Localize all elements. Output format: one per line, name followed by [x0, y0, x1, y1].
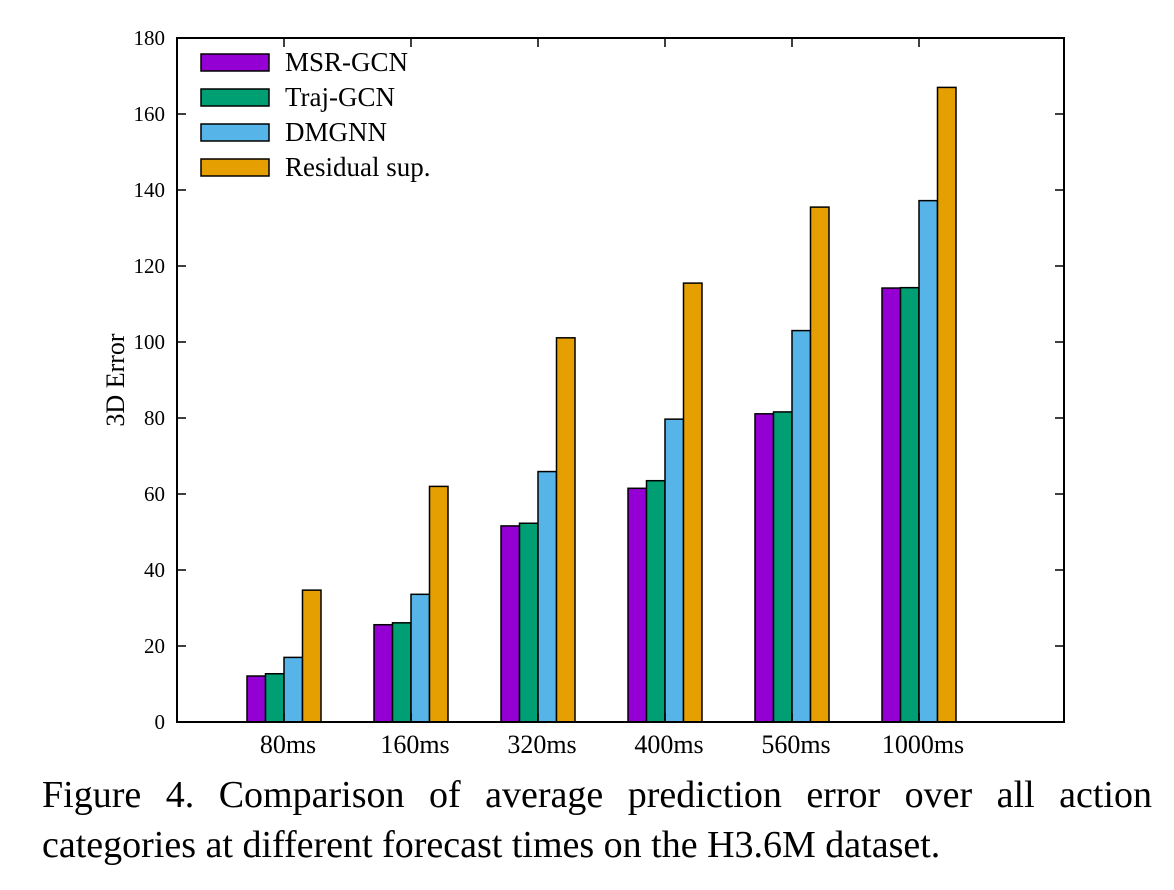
- bar-msr-gcn-80ms: [246, 675, 267, 723]
- bar-traj-gcn-1000ms: [899, 286, 920, 723]
- bar-dmgnn-560ms: [791, 329, 812, 723]
- x-tick-label: 160ms: [380, 730, 449, 759]
- figure-caption: Figure 4. Comparison of average predicti…: [42, 774, 1152, 866]
- bar-residual-sup--160ms: [428, 485, 449, 723]
- legend-swatch: [200, 158, 270, 177]
- legend-swatch: [200, 53, 270, 72]
- y-axis-ticks: 0 20 40 60 80 100 120 140 160 180: [134, 26, 1064, 734]
- bar-dmgnn-160ms: [410, 593, 431, 723]
- bar-msr-gcn-160ms: [373, 623, 394, 723]
- bar-traj-gcn-320ms: [518, 522, 539, 723]
- y-axis-label: 3D Error: [101, 333, 130, 426]
- bar-residual-sup--560ms: [809, 206, 830, 723]
- y-tick-label: 80: [144, 406, 165, 430]
- y-tick-label: 160: [134, 102, 166, 126]
- bar-msr-gcn-320ms: [500, 525, 521, 723]
- bar-msr-gcn-560ms: [754, 413, 775, 723]
- bars-group: [246, 86, 957, 723]
- y-tick-label: 120: [134, 254, 166, 278]
- bar-chart: 0 20 40 60 80 100 120 140 160 180 80ms 160ms 320ms 4…: [101, 26, 1065, 759]
- bar-dmgnn-80ms: [283, 656, 304, 723]
- bar-traj-gcn-80ms: [264, 672, 285, 723]
- legend-swatch: [200, 88, 270, 107]
- y-tick-label: 40: [144, 558, 165, 582]
- legend-label: DMGNN: [285, 117, 387, 147]
- legend-label: Traj-GCN: [285, 82, 395, 112]
- y-tick-label: 100: [134, 330, 166, 354]
- bar-dmgnn-400ms: [664, 418, 685, 723]
- x-tick-label: 1000ms: [882, 730, 964, 759]
- y-tick-label: 60: [144, 482, 165, 506]
- bar-traj-gcn-560ms: [772, 411, 793, 723]
- x-tick-label: 560ms: [761, 730, 830, 759]
- bar-msr-gcn-400ms: [627, 487, 648, 723]
- plot-frame: [176, 37, 1065, 723]
- legend-swatch: [200, 123, 270, 142]
- y-tick-label: 140: [134, 178, 166, 202]
- y-tick-label: 180: [134, 26, 166, 50]
- legend-label: Residual sup.: [285, 152, 431, 182]
- x-tick-label: 80ms: [260, 730, 316, 759]
- bar-dmgnn-1000ms: [918, 199, 939, 723]
- bar-residual-sup--80ms: [301, 589, 322, 723]
- x-tick-label: 320ms: [507, 730, 576, 759]
- bar-residual-sup--1000ms: [936, 86, 957, 723]
- bar-residual-sup--320ms: [555, 337, 576, 723]
- y-tick-label: 20: [144, 634, 165, 658]
- bar-residual-sup--400ms: [682, 282, 703, 723]
- bar-traj-gcn-400ms: [645, 479, 666, 723]
- x-axis-ticks: 80ms 160ms 320ms 400ms 560ms 1000ms: [260, 38, 964, 759]
- y-tick-label: 0: [155, 710, 166, 734]
- bar-dmgnn-320ms: [537, 470, 558, 723]
- x-tick-label: 400ms: [634, 730, 703, 759]
- legend: MSR-GCN Traj-GCN DMGNN Residual sup.: [200, 47, 431, 182]
- legend-label: MSR-GCN: [285, 47, 408, 77]
- bar-traj-gcn-160ms: [391, 622, 412, 723]
- bar-msr-gcn-1000ms: [881, 287, 902, 723]
